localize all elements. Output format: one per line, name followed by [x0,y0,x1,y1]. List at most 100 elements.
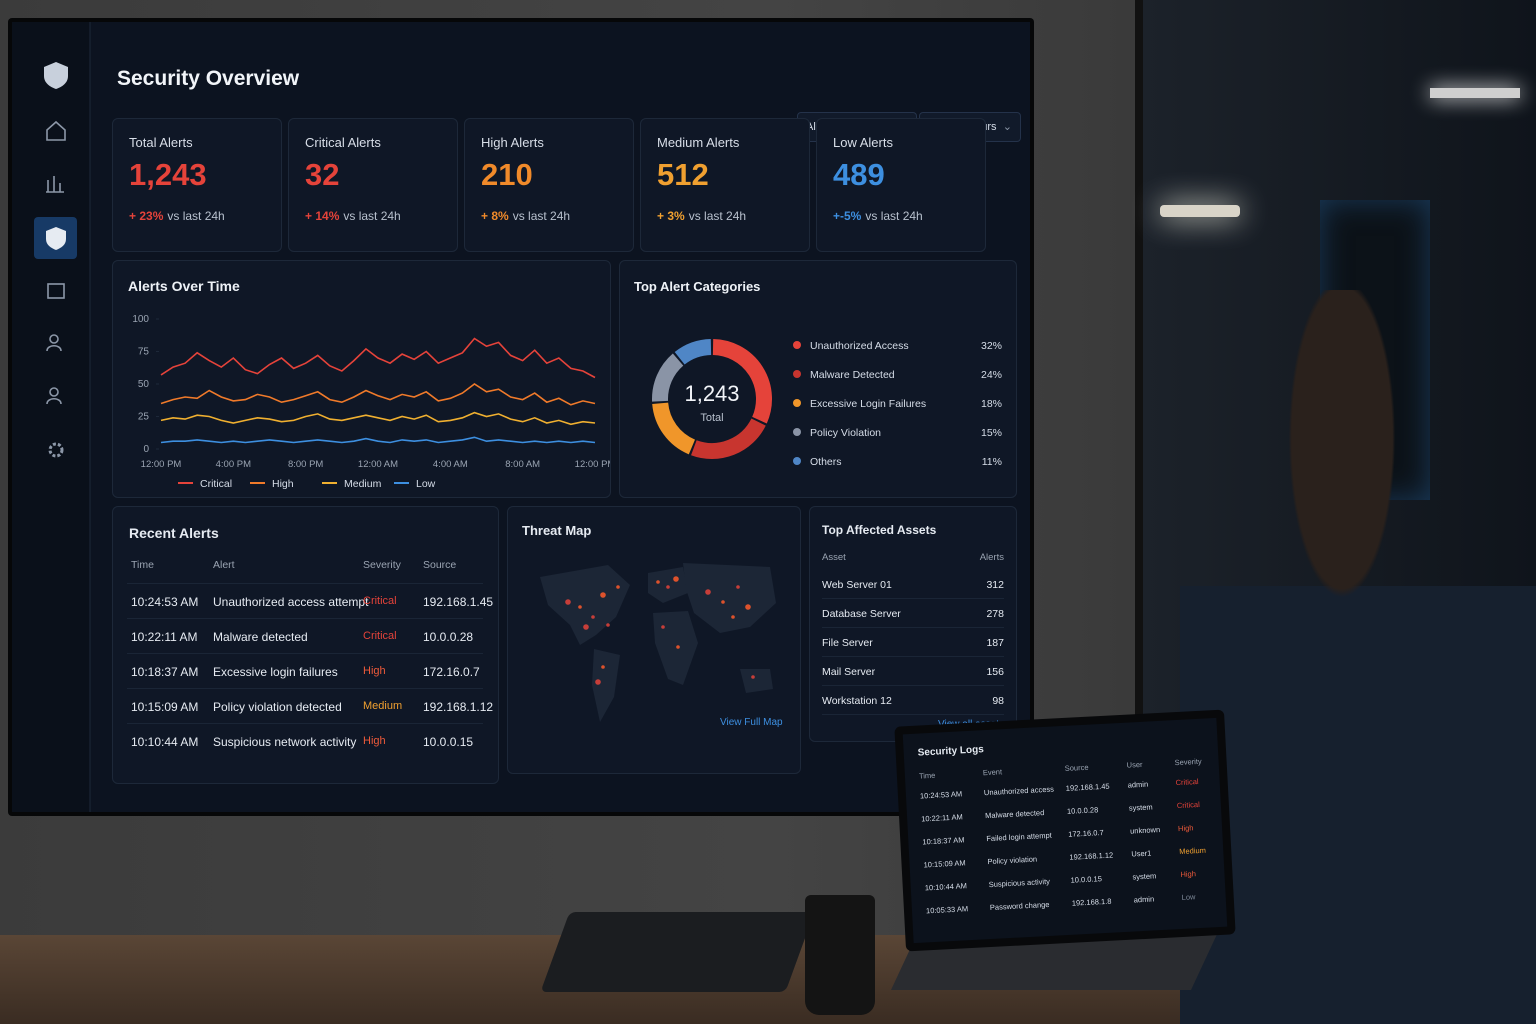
row-divider [127,723,483,724]
y-tick-label: 25 [138,412,150,423]
top-assets-panel: Top Affected Assets Asset Alerts Web Server… [809,506,1017,742]
table-cell: High [1177,823,1194,834]
x-tick-label: 4:00 PM [216,459,251,470]
x-tick-label: 4:00 AM [433,459,468,470]
donut-segment [712,339,772,424]
table-cell: High [1180,869,1197,880]
kpi-label: Medium Alerts [657,135,740,150]
column-header: User [1126,759,1143,770]
table-cell: High [363,735,386,747]
kpi-change-row: + 8% vs last 24h [481,209,570,223]
threat-dot [606,623,610,627]
table-cell: 10:24:53 AM [131,595,199,609]
column-header: Alerts [979,552,1004,563]
mug [805,895,875,1015]
kpi-note: vs last 24h [512,209,571,223]
chart-title: Top Alert Categories [634,279,760,294]
table-cell: Suspicious network activity [213,735,357,749]
kpi-value: 1,243 [129,157,207,192]
column-header: Severity [1174,756,1202,768]
legend-label: Malware Detected [810,369,895,381]
donut-center-label: Total [700,412,723,424]
value-label: 32% [981,340,1002,352]
table-cell: Medium [363,700,403,712]
donut-segment [652,353,684,402]
map-link[interactable]: View Full Map [720,717,783,728]
series-line [160,436,596,444]
table-cell: 10.0.0.15 [423,735,474,749]
x-tick-label: 12:00 AM [358,459,398,470]
table-cell: Policy violation detected [213,700,342,714]
threat-dot [745,604,751,610]
row-divider [822,656,1004,657]
asset-count: 278 [986,608,1004,620]
column-header: Asset [822,552,846,563]
threat-dot [601,665,605,669]
table-cell: 192.168.1.12 [423,700,494,714]
team-icon[interactable] [49,387,59,397]
kpi-value: 210 [481,157,533,192]
legend-label: Unauthorized Access [810,340,909,352]
asset-name: Web Server 01 [822,579,892,591]
column-header: Event [982,767,1003,778]
kpi-label: Critical Alerts [305,135,381,150]
table-cell: Malware detected [984,808,1045,821]
legend-label: Critical [200,478,232,490]
kpi-note: vs last 24h [865,209,923,223]
threat-dot [705,589,711,595]
mail-icon[interactable] [47,283,65,299]
threat-dot [676,645,680,649]
kpi-card: Critical Alerts 32 + 14% vs last 24h [288,118,458,252]
table-cell: Suspicious activity [988,876,1051,890]
threat-dot [656,580,660,584]
column-header: Time [918,770,936,781]
table-cell: unknown [1129,825,1161,836]
y-tick-label: 50 [138,379,150,390]
glass-partition [1135,0,1143,760]
security-icon[interactable] [46,227,66,250]
table-cell: Critical [1176,799,1200,811]
panel-title: Top Affected Assets [822,523,937,537]
kpi-card: Low Alerts 489 +-5% vs last 24h [816,118,986,252]
table-cell: 10:18:37 AM [131,665,199,679]
ceiling-light [1160,205,1240,217]
asset-count: 98 [992,695,1004,707]
column-header: Source [1064,762,1089,773]
value-label: 15% [981,427,1002,439]
line-chart-panel: Alerts Over Time 0 25 50 75 100 12:00 PM 4:00 P… [112,260,611,498]
table-cell: Password change [989,899,1050,913]
ceiling-light [1430,88,1520,98]
kpi-note: vs last 24h [343,209,401,223]
laptop-title: Security Logs [917,744,985,759]
table-cell: 10:10:44 AM [131,735,199,749]
legend-label: Others [810,456,842,468]
kpi-label: Total Alerts [129,135,193,150]
asset-count: 312 [986,579,1004,591]
kpi-note: vs last 24h [688,209,747,223]
donut-panel: Top Alert Categories Unauthorized Access 3… [619,260,1017,498]
table-cell: 192.168.1.12 [1069,850,1114,862]
person [1180,290,1536,1024]
home-icon[interactable] [46,120,66,141]
kpi-value: 32 [305,157,340,192]
table-cell: Critical [363,595,397,607]
table-cell: admin [1127,779,1149,790]
settings-icon[interactable] [48,442,64,458]
table-cell: Critical [363,630,397,642]
series-line [160,411,596,426]
logo-icon[interactable] [44,62,68,89]
row-divider [822,685,1004,686]
kpi-change: +-5% [833,209,862,223]
series-line [160,337,596,379]
kpi-value: 512 [657,157,709,192]
table-cell: 10:05:33 AM [925,904,969,916]
reports-icon[interactable] [46,176,64,193]
row-divider [822,598,1004,599]
table-cell: system [1132,871,1157,882]
table-cell: Medium [1179,845,1207,857]
value-label: 11% [982,456,1002,468]
row-divider [822,627,1004,628]
users-icon[interactable] [49,334,59,344]
asset-count: 156 [986,666,1004,678]
